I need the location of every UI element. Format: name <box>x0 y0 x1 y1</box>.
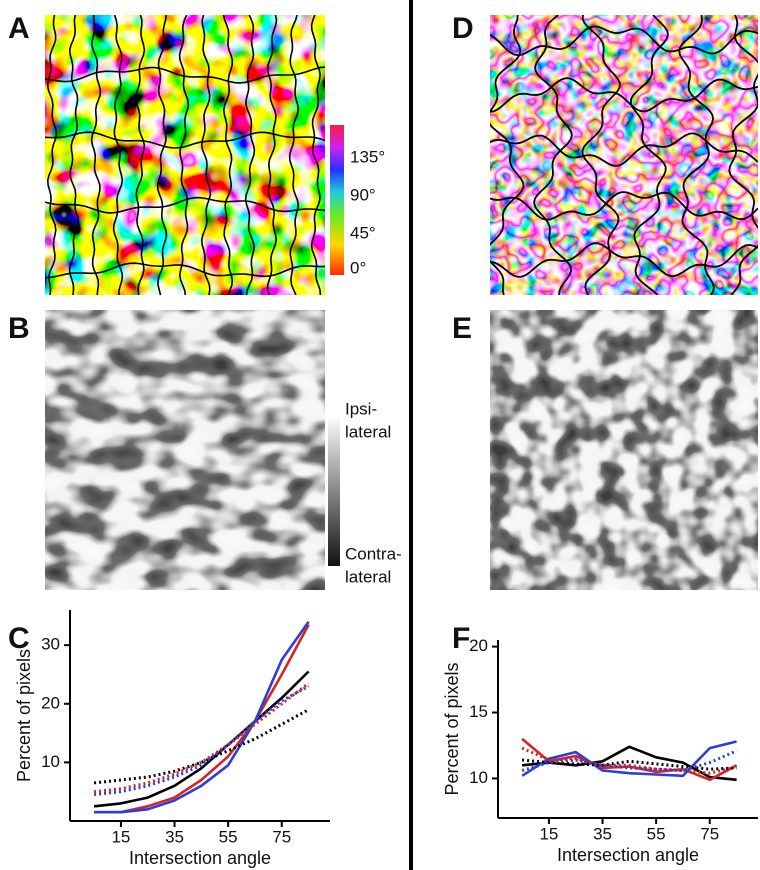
orientation-map <box>490 15 758 295</box>
contour <box>678 15 715 295</box>
contour <box>490 15 525 295</box>
contour <box>45 196 325 214</box>
x-tick-label: 55 <box>647 824 666 843</box>
ocular-dominance-map <box>490 310 758 590</box>
contour <box>45 66 325 84</box>
contour <box>45 131 325 149</box>
panel-label: F <box>452 622 470 655</box>
contour <box>490 77 758 113</box>
x-tick-label: 55 <box>219 827 238 846</box>
y-tick-label: 10 <box>469 768 488 787</box>
line-series <box>521 749 738 772</box>
contours <box>45 15 325 295</box>
x-tick-label: 35 <box>593 824 612 843</box>
contour <box>134 15 146 295</box>
y-tick-label: 20 <box>41 693 60 712</box>
y-tick-label: 20 <box>469 636 488 655</box>
ocular-dominance-map <box>45 310 325 590</box>
line-series <box>93 684 310 797</box>
colorbar-label: 45° <box>350 223 376 242</box>
contour <box>310 15 322 295</box>
line-series <box>94 620 310 814</box>
contour <box>288 15 300 295</box>
contour <box>178 15 190 295</box>
contour <box>90 15 102 295</box>
colorbar-label: 135° <box>350 147 385 166</box>
contour <box>112 15 124 295</box>
line-series <box>93 682 310 794</box>
contour <box>629 15 669 295</box>
x-tick-label: 75 <box>700 824 719 843</box>
contour <box>222 15 234 295</box>
x-axis-title: Intersection angle <box>557 845 699 865</box>
contour <box>490 25 758 57</box>
y-tick-label: 15 <box>469 702 488 721</box>
y-axis-title: Percent of pixels <box>14 649 34 782</box>
contour <box>46 15 58 295</box>
panel-label: C <box>8 622 30 655</box>
orientation-map <box>45 15 325 295</box>
panel-label: E <box>452 312 472 345</box>
contour <box>533 15 573 295</box>
y-tick-label: 10 <box>41 752 60 771</box>
colorbar-label: Contra- <box>345 544 402 563</box>
x-axis-title: Intersection angle <box>129 848 271 868</box>
contour <box>490 191 758 221</box>
colorbar-label: Ipsi- <box>345 399 377 418</box>
contour <box>490 132 758 167</box>
line-series <box>93 708 310 785</box>
y-tick-label: 30 <box>41 635 60 654</box>
colorbar-label: lateral <box>345 567 391 586</box>
x-tick-label: 15 <box>539 824 558 843</box>
contour <box>581 15 621 295</box>
contour <box>490 242 758 278</box>
line-series <box>93 670 310 808</box>
colorbar-label: lateral <box>345 422 391 441</box>
x-tick-label: 15 <box>111 827 130 846</box>
panel-label: D <box>452 12 474 45</box>
colorbar-label: 0° <box>350 258 366 277</box>
panel-label: A <box>8 12 30 45</box>
contour <box>45 262 325 279</box>
panel-label: B <box>8 312 30 345</box>
line-series <box>94 624 310 814</box>
colorbar-label: 90° <box>350 185 376 204</box>
orientation-colorbar <box>330 125 344 275</box>
contour <box>68 15 80 295</box>
y-axis-title: Percent of pixels <box>442 662 462 795</box>
x-tick-label: 35 <box>165 827 184 846</box>
contour <box>200 15 212 295</box>
contour <box>244 15 256 295</box>
ocular-colorbar <box>328 418 340 566</box>
x-tick-label: 75 <box>272 827 291 846</box>
contour <box>266 15 278 295</box>
contours <box>490 15 758 295</box>
contour <box>728 15 758 295</box>
line-series <box>521 746 737 775</box>
contour <box>156 15 168 295</box>
line-series <box>521 740 737 778</box>
